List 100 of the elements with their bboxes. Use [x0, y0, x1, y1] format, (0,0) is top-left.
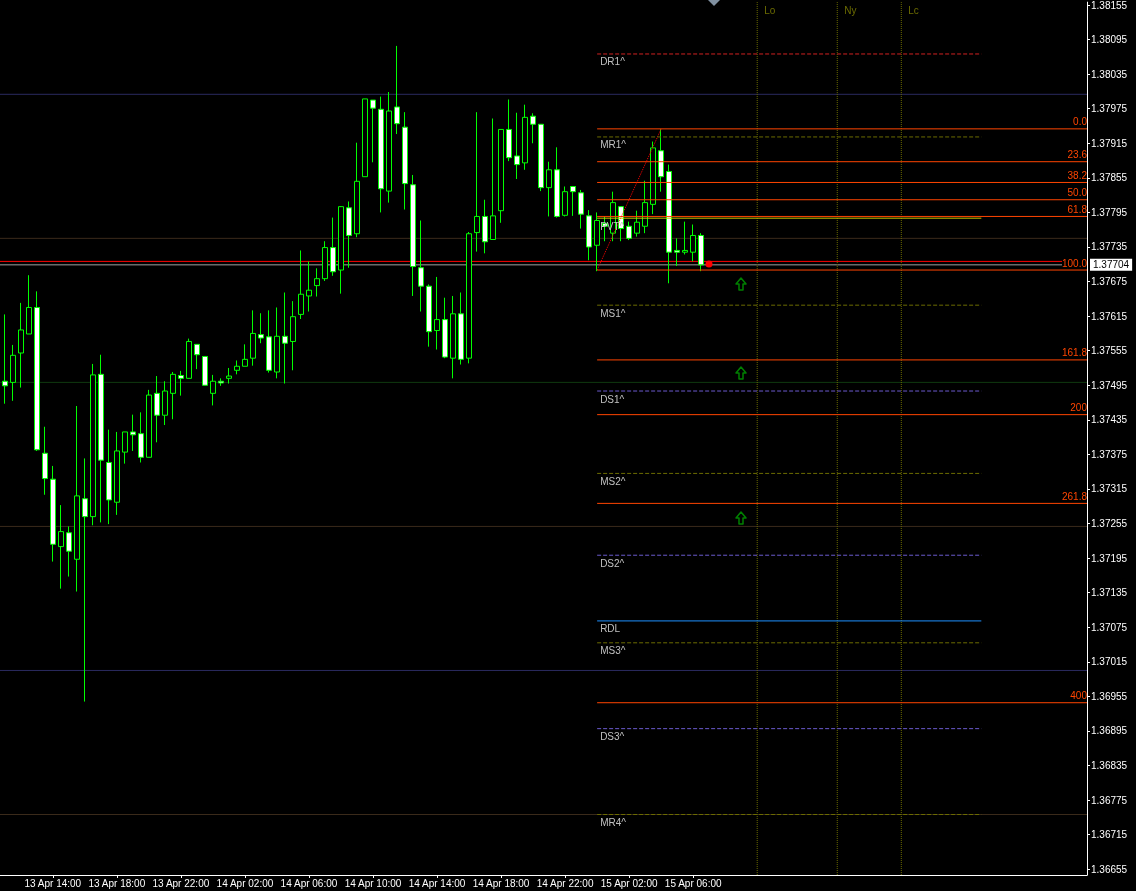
candlestick [106, 429, 112, 525]
candlestick [186, 338, 192, 379]
series-label: DR1^ [600, 56, 626, 68]
candlestick [26, 274, 32, 335]
series-label: MR4^ [600, 817, 627, 828]
y-tick-label: 1.37135 [1091, 587, 1128, 599]
x-tick-label: 14 Apr 06:00 [280, 877, 338, 889]
x-tick-label: 13 Apr 18:00 [88, 877, 146, 889]
candlestick [394, 45, 400, 135]
candlestick [338, 205, 344, 295]
x-tick-label: 13 Apr 14:00 [24, 877, 82, 889]
candlestick [306, 260, 312, 313]
series-label: 200 [1070, 402, 1088, 414]
candlestick [426, 283, 432, 348]
y-tick-label: 1.37795 [1091, 206, 1128, 218]
candlestick [522, 104, 528, 171]
candlestick [498, 128, 504, 224]
candlestick [298, 249, 304, 320]
candlestick [250, 309, 256, 367]
ref-line-label: Lc [908, 4, 919, 16]
ref-line-label: Lo [764, 4, 776, 16]
y-tick-label: 1.37615 [1091, 310, 1128, 322]
candlestick [2, 313, 8, 405]
candlestick [482, 199, 488, 254]
x-tick-label: 15 Apr 06:00 [664, 877, 722, 889]
series-label: MS2^ [600, 475, 626, 487]
series-label: 0.0 [1073, 116, 1088, 128]
candlestick [98, 354, 104, 523]
y-tick-label: 1.38155 [1091, 0, 1128, 11]
series-label: 100.0 [1061, 257, 1088, 269]
candlestick [138, 411, 144, 463]
x-tick-label: 14 Apr 18:00 [472, 877, 530, 889]
candlestick [490, 118, 496, 240]
candlestick [258, 312, 264, 344]
series-label: MS1^ [600, 307, 626, 319]
candlestick [210, 374, 216, 406]
candlestick [514, 112, 520, 180]
candlestick [594, 211, 600, 272]
candlestick [34, 290, 40, 452]
y-tick-label: 1.36655 [1091, 863, 1128, 875]
x-tick-label: 14 Apr 22:00 [536, 877, 594, 889]
y-tick-label: 1.37855 [1091, 172, 1128, 184]
series-label: 261.8 [1061, 490, 1088, 502]
y-tick-label: 1.37675 [1091, 276, 1128, 288]
candlestick [354, 142, 360, 238]
y-tick-label: 1.37735 [1091, 241, 1128, 253]
candlestick [410, 174, 416, 297]
candlestick [378, 96, 384, 213]
candlestick [170, 371, 176, 420]
y-tick-label: 1.37975 [1091, 103, 1128, 115]
x-tick-label: 14 Apr 10:00 [344, 877, 402, 889]
candlestick [122, 431, 128, 465]
candlestick [458, 292, 464, 366]
candlestick [666, 164, 672, 284]
y-tick-label: 1.36715 [1091, 829, 1128, 841]
candlestick [626, 221, 632, 241]
candlestick [218, 377, 224, 387]
candlestick [682, 221, 688, 255]
y-tick-label: 1.37495 [1091, 379, 1128, 391]
candlestick [642, 180, 648, 234]
series-label: DS2^ [600, 557, 625, 569]
candlestick [58, 504, 64, 590]
candlestick [578, 189, 584, 230]
candlestick [282, 292, 288, 385]
y-tick-label: 1.37075 [1091, 621, 1128, 633]
y-tick-label: 1.37255 [1091, 518, 1128, 530]
y-tick-label: 1.38095 [1091, 34, 1128, 46]
y-tick-label: 1.37315 [1091, 483, 1128, 495]
x-tick-label: 14 Apr 02:00 [216, 877, 274, 889]
candlestick [330, 217, 336, 277]
series-label: 161.8 [1061, 347, 1088, 359]
candlestick [346, 200, 352, 269]
y-tick-label: 1.36775 [1091, 794, 1128, 806]
series-label: DS1^ [600, 393, 625, 405]
series-label: MR1^ [600, 139, 627, 151]
y-tick-label: 1.36835 [1091, 760, 1128, 772]
candlestick [562, 185, 568, 217]
candlestick [162, 380, 168, 426]
candlestick [402, 111, 408, 211]
candlestick [658, 128, 664, 193]
y-tick-label: 1.37195 [1091, 552, 1128, 564]
candlestick [90, 363, 96, 526]
candlestick [74, 405, 80, 593]
candlestick [266, 309, 272, 374]
candlestick [386, 91, 392, 204]
series-label: 50.0 [1067, 187, 1088, 199]
candlestick [554, 146, 560, 219]
candlestick [50, 465, 56, 563]
y-tick-label: 1.36895 [1091, 725, 1128, 737]
candlestick [18, 302, 24, 389]
ref-line-label: 1.37704 [1093, 259, 1130, 271]
ref-line-label: Ny [844, 4, 857, 16]
candlestick [130, 414, 136, 452]
candlestick [226, 367, 232, 385]
candlestick [466, 231, 472, 364]
candlestick [450, 295, 456, 379]
x-tick-label: 15 Apr 02:00 [600, 877, 658, 889]
candlestick [242, 343, 248, 367]
candlestick [650, 141, 656, 215]
candlestick [274, 306, 280, 379]
